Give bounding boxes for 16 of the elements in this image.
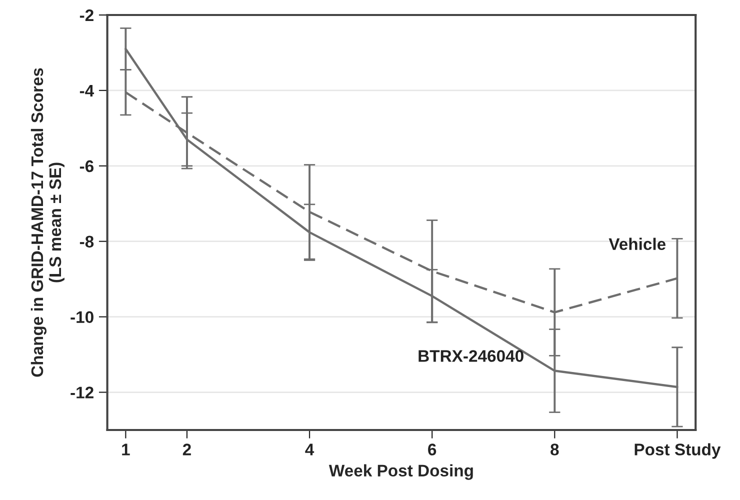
- y-tick-label: -8: [80, 236, 94, 248]
- x-tick-label: 6: [428, 444, 436, 456]
- series-label: BTRX-246040: [418, 350, 524, 362]
- y-tick-label: -6: [80, 160, 94, 172]
- y-tick-label: -10: [70, 311, 94, 324]
- x-axis-title: Week Post Dosing: [328, 464, 473, 480]
- y-tick-label: -2: [80, 9, 94, 22]
- series-label: Vehicle: [608, 238, 666, 250]
- x-tick-label: 8: [550, 444, 559, 456]
- x-tick-label: 2: [182, 444, 191, 456]
- x-tick-label: 4: [305, 444, 314, 456]
- x-tick-label: 1: [122, 444, 130, 456]
- x-tick-label: Post Study: [634, 443, 721, 459]
- y-tick-label: -4: [80, 85, 94, 96]
- y-tick-label: -12: [70, 386, 94, 398]
- y-axis-title: Change in GRID-HAMD-17 Total Scores (LS mean ± SE): [30, 68, 64, 377]
